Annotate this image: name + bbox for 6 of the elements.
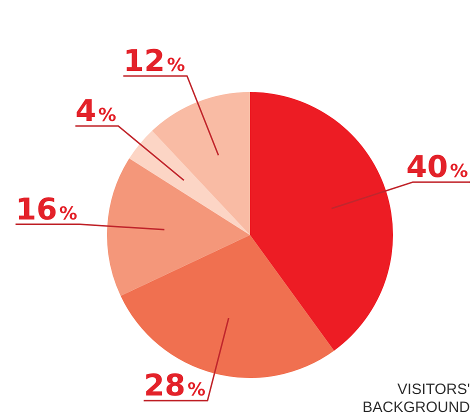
data-label: 12% bbox=[123, 44, 186, 80]
data-label: 28% bbox=[144, 368, 206, 404]
data-label: 16% bbox=[16, 192, 78, 228]
text: VISITORS' BACKGROUND bbox=[361, 381, 470, 417]
data-label: 40% bbox=[406, 150, 468, 186]
data-label: 4% bbox=[75, 94, 116, 129]
